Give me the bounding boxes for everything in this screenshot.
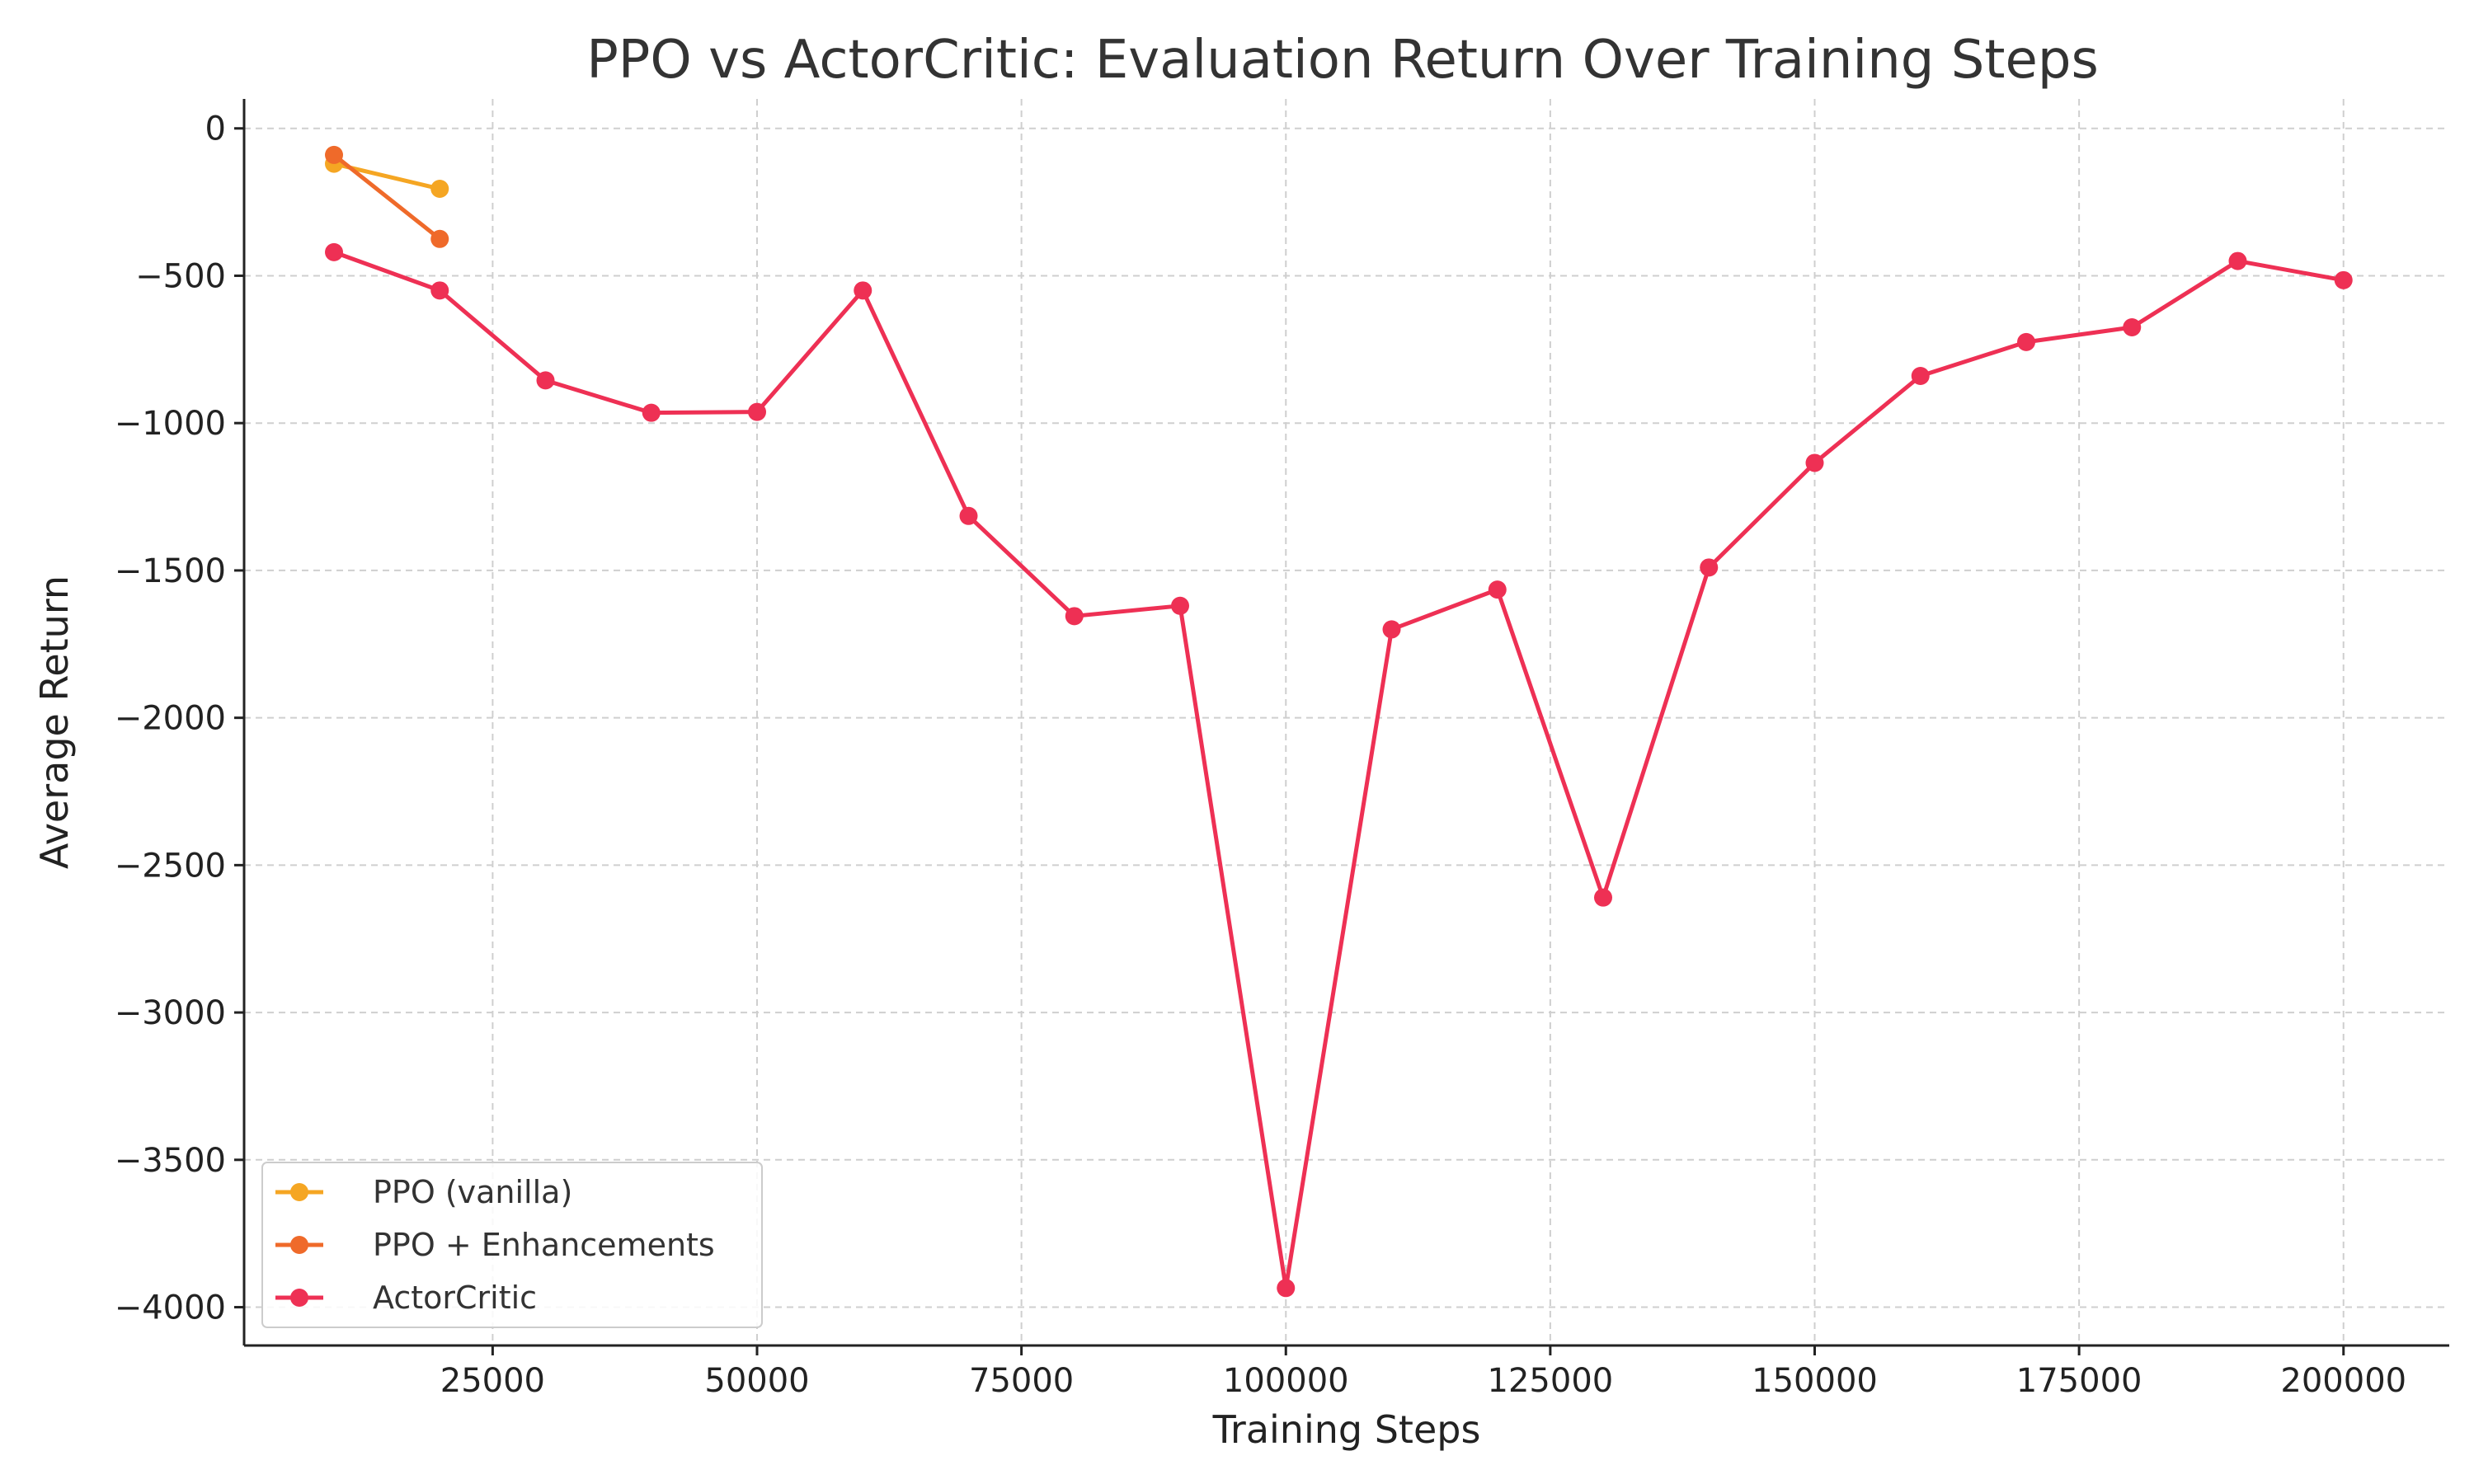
series-actorcritic xyxy=(325,242,2353,1298)
y-tick-label: −3000 xyxy=(115,994,226,1032)
data-point xyxy=(430,281,449,300)
legend-label: PPO + Enhancements xyxy=(373,1227,715,1263)
data-point xyxy=(2123,318,2142,337)
y-tick-label: −3500 xyxy=(115,1142,226,1180)
y-tick-label: −500 xyxy=(135,257,226,295)
grid xyxy=(244,99,2449,1345)
series-ppo-enhancements xyxy=(325,145,449,248)
data-point xyxy=(1594,888,1613,907)
x-tick-label: 50000 xyxy=(704,1362,809,1400)
chart-title: PPO vs ActorCritic: Evaluation Return Ov… xyxy=(586,30,2099,91)
x-tick-label: 125000 xyxy=(1488,1362,1614,1400)
x-axis-label: Training Steps xyxy=(1212,1407,1481,1452)
data-point xyxy=(1065,607,1084,626)
legend: PPO (vanilla) PPO + Enhancements ActorCrit… xyxy=(261,1162,763,1328)
data-point xyxy=(2334,270,2353,289)
x-tick-label: 75000 xyxy=(969,1362,1074,1400)
y-tick-label: −2000 xyxy=(115,700,226,738)
y-tick-label: −2500 xyxy=(115,847,226,885)
legend-swatch-marker xyxy=(290,1289,308,1307)
y-tick-label: −1000 xyxy=(115,405,226,443)
x-tick-label: 100000 xyxy=(1223,1362,1349,1400)
axes xyxy=(242,99,2449,1347)
data-point xyxy=(1700,558,1719,577)
data-point xyxy=(325,145,344,164)
data-point xyxy=(642,403,661,422)
series-lines xyxy=(325,145,2353,1298)
data-point xyxy=(2017,332,2036,351)
legend-swatch-marker xyxy=(290,1183,308,1201)
x-ticks: 25000 50000 75000 100000 125000 150000 175000 2… xyxy=(440,1345,2406,1400)
legend-box xyxy=(261,1162,763,1328)
data-point xyxy=(748,402,767,421)
data-point xyxy=(1805,453,1824,472)
y-tick-label: −4000 xyxy=(115,1289,226,1327)
y-axis-label: Average Return xyxy=(32,575,77,869)
x-tick-label: 175000 xyxy=(2016,1362,2142,1400)
y-ticks: 0 −500 −1000 −1500 −2000 −2500 −3000 −3500 −4000 xyxy=(115,110,244,1327)
data-point xyxy=(1488,580,1507,599)
data-point xyxy=(1911,367,1930,385)
legend-swatch-marker xyxy=(290,1236,308,1254)
data-point xyxy=(1382,620,1401,639)
data-point xyxy=(1171,596,1190,615)
y-tick-label: 0 xyxy=(205,110,226,148)
data-point xyxy=(2228,251,2247,270)
data-point xyxy=(1277,1279,1296,1298)
legend-label: ActorCritic xyxy=(373,1280,537,1316)
y-tick-label: −1500 xyxy=(115,552,226,590)
data-point xyxy=(959,506,978,525)
series-line-actorcritic xyxy=(333,250,2345,1290)
x-tick-label: 25000 xyxy=(440,1362,545,1400)
legend-label: PPO (vanilla) xyxy=(373,1174,572,1210)
data-point xyxy=(325,242,344,261)
data-point xyxy=(430,229,449,248)
x-tick-label: 200000 xyxy=(2280,1362,2406,1400)
data-point xyxy=(536,371,555,390)
x-tick-label: 150000 xyxy=(1752,1362,1878,1400)
series-line-ppo-enhancements xyxy=(332,153,441,241)
data-point xyxy=(854,281,872,300)
data-point xyxy=(430,180,449,199)
